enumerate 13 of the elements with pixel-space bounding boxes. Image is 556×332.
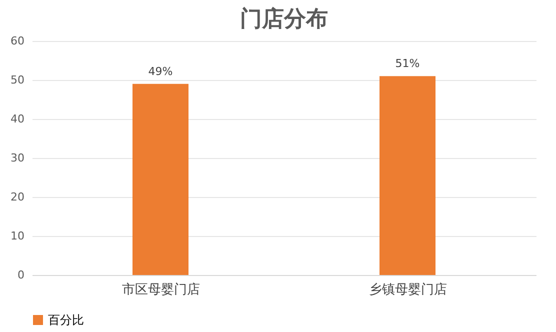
y-tick-label: 20 xyxy=(10,190,24,204)
y-tick-label: 60 xyxy=(10,34,24,48)
data-label: 49% xyxy=(148,64,173,78)
x-tick-label: 市区母婴门店 xyxy=(122,282,200,298)
chart-title: 门店分布 xyxy=(240,6,328,32)
legend-label: 百分比 xyxy=(48,313,84,327)
y-tick-label: 10 xyxy=(10,230,24,242)
y-tick-label: 50 xyxy=(10,74,24,86)
y-tick-label: 30 xyxy=(10,152,24,164)
y-tick-label: 40 xyxy=(10,112,24,126)
x-tick-label: 乡镇母婴门店 xyxy=(369,282,447,298)
data-label: 51% xyxy=(395,57,420,70)
y-tick-label: 0 xyxy=(18,268,24,282)
